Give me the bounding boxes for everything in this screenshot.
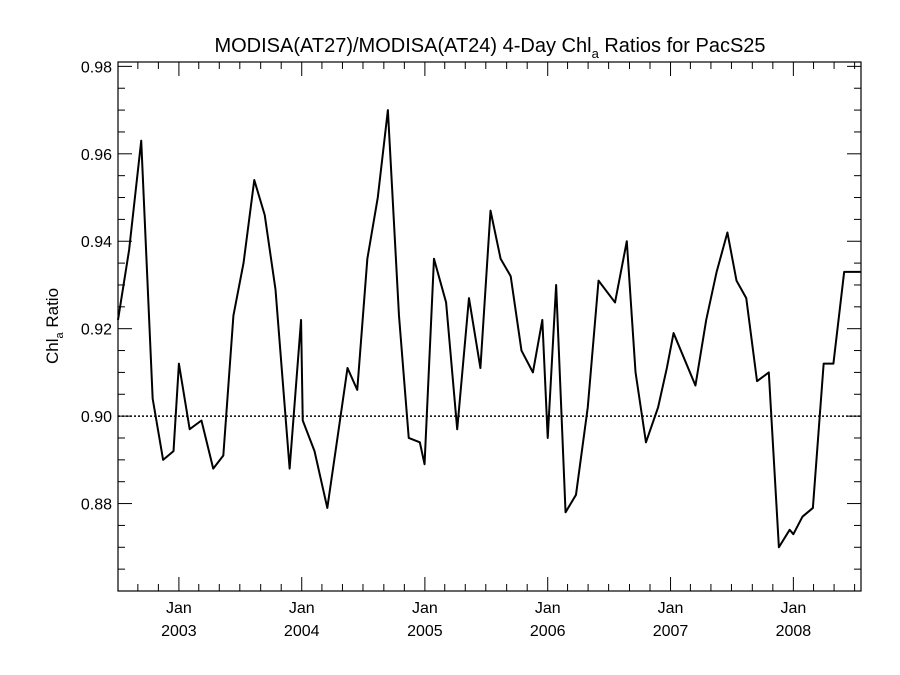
y-axis-label-tail: Ratio bbox=[43, 288, 62, 332]
chart-title: MODISA(AT27)/MODISA(AT24) 4-Day Chla Rat… bbox=[214, 35, 765, 61]
series-line bbox=[117, 109, 861, 549]
x-tick-label-month: Jan bbox=[535, 600, 561, 617]
x-tick-label-year: 2006 bbox=[530, 623, 566, 640]
x-tick-label-month: Jan bbox=[658, 600, 684, 617]
plot-frame bbox=[117, 61, 862, 592]
x-tick-label-month: Jan bbox=[166, 600, 192, 617]
chart-title-main: MODISA(AT27)/MODISA(AT24) 4-Day Chl bbox=[214, 35, 591, 57]
y-tick-label: 0.90 bbox=[81, 409, 112, 426]
y-tick-label: 0.98 bbox=[81, 59, 112, 76]
x-tick-label-year: 2004 bbox=[284, 623, 320, 640]
x-tick-label-year: 2007 bbox=[653, 623, 689, 640]
y-axis-label-main: Chl bbox=[43, 339, 62, 365]
x-tick-label-year: 2003 bbox=[161, 623, 197, 640]
y-axis: 0.88 0.90 0.92 0.94 0.96 0.98 bbox=[81, 59, 861, 570]
x-tick-label-month: Jan bbox=[780, 600, 806, 617]
x-tick-label-year: 2005 bbox=[407, 623, 443, 640]
y-tick-label: 0.92 bbox=[81, 322, 112, 339]
x-tick-label-month: Jan bbox=[289, 600, 315, 617]
x-tick-label-month: Jan bbox=[412, 600, 438, 617]
chart-title-subscript: a bbox=[592, 46, 600, 61]
y-tick-label: 0.88 bbox=[81, 497, 112, 514]
x-axis: Jan 2003 Jan 2004 Jan 2005 Jan 2006 Jan 2007 Jan 20… bbox=[137, 62, 856, 640]
y-tick-label: 0.94 bbox=[81, 234, 112, 251]
x-tick-label-year: 2008 bbox=[776, 623, 812, 640]
chart-title-tail: Ratios for PacS25 bbox=[599, 35, 766, 57]
y-axis-label: Chla Ratio bbox=[43, 288, 66, 364]
y-tick-label: 0.96 bbox=[81, 147, 112, 164]
y-axis-label-subscript: a bbox=[54, 332, 66, 339]
